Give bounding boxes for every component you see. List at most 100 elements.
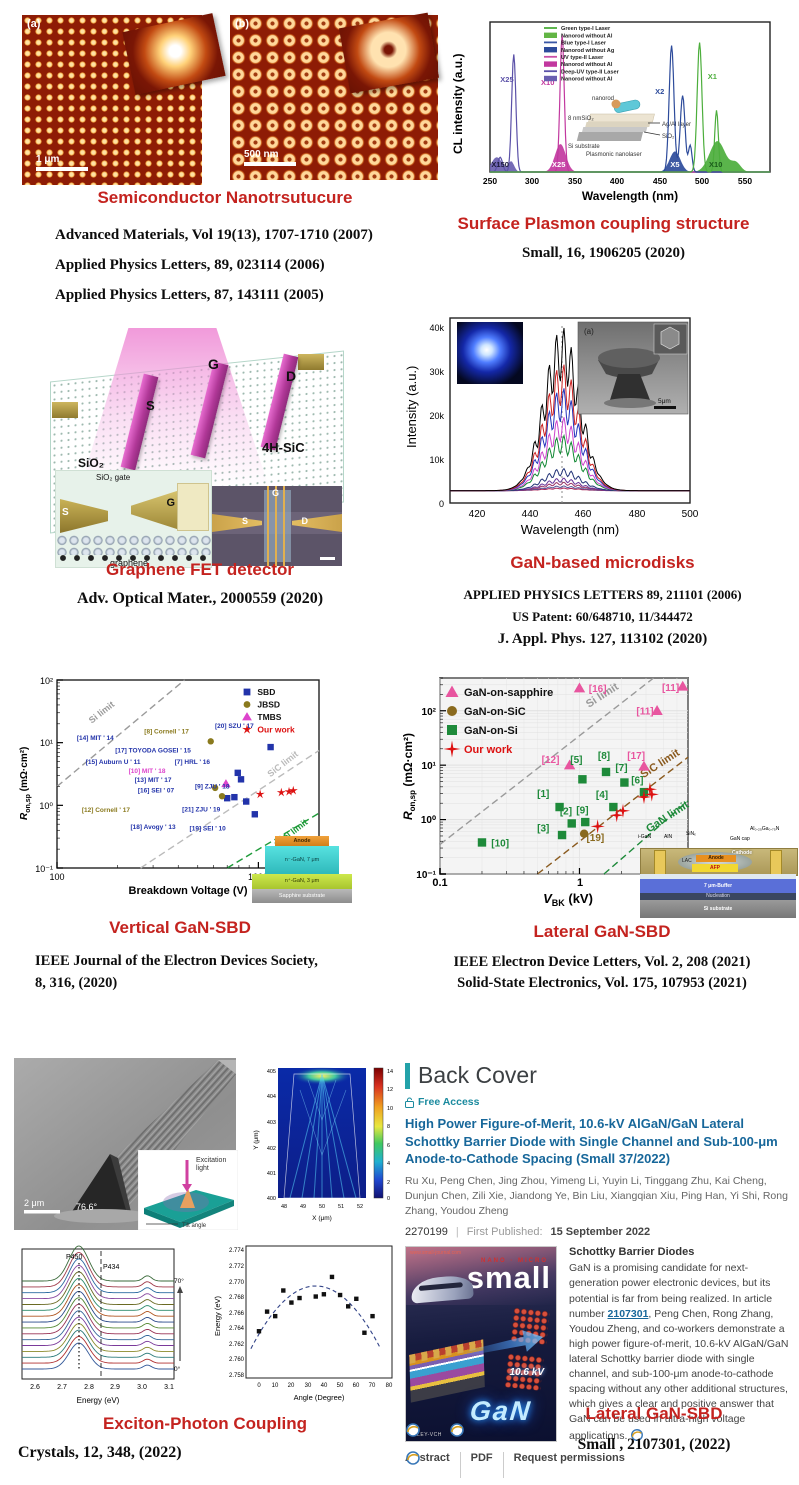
svg-text:[8] Cornell ' 17: [8] Cornell ' 17 bbox=[144, 729, 189, 736]
svg-text:[16] SEI ' 07: [16] SEI ' 07 bbox=[138, 788, 175, 795]
svg-text:[6]: [6] bbox=[631, 776, 643, 787]
svg-text:2.760: 2.760 bbox=[229, 1357, 245, 1363]
article-title[interactable]: High Power Figure-of-Merit, 10.6-kV AlGa… bbox=[405, 1116, 778, 1167]
channel-layer bbox=[640, 874, 796, 879]
sic-label: 4H-SiC bbox=[262, 440, 305, 455]
svg-text:Green type-I Laser: Green type-I Laser bbox=[561, 26, 611, 32]
article-meta: 2270199 | First Published: 15 September … bbox=[405, 1226, 799, 1238]
wiley-vch-logo: WILEY-VCH bbox=[410, 1432, 442, 1439]
x-axis-label: Angle (Degree) bbox=[294, 1393, 345, 1402]
citation-line: Applied Physics Letters, 87, 143111 (200… bbox=[55, 287, 324, 303]
gate-block bbox=[177, 483, 209, 531]
svg-text:350: 350 bbox=[568, 176, 582, 186]
atom-spheres bbox=[56, 535, 211, 555]
panel-title-lateral-sbd: Lateral GaN-SBD bbox=[533, 922, 671, 941]
article-authors: Ru Xu, Peng Chen, Jing Zhou, Yimeng Li, … bbox=[405, 1174, 788, 1218]
svg-text:Our work: Our work bbox=[464, 744, 513, 756]
svg-text:10²: 10² bbox=[422, 707, 437, 718]
exciton-citation: Crystals, 12, 348, (2022) bbox=[18, 1444, 182, 1461]
svg-text:80: 80 bbox=[386, 1383, 393, 1389]
svg-text:8 nmSiO₂: 8 nmSiO₂ bbox=[568, 116, 594, 122]
svg-text:[17]: [17] bbox=[627, 751, 645, 762]
svg-text:[7]: [7] bbox=[615, 763, 627, 774]
gate-oxide-label: SiO₂ gate bbox=[96, 473, 131, 482]
svg-text:[10] MIT ' 18: [10] MIT ' 18 bbox=[129, 768, 166, 775]
svg-text:1: 1 bbox=[577, 877, 583, 889]
teal-accent-bar bbox=[405, 1062, 410, 1089]
pdf-link[interactable]: PDF bbox=[470, 1451, 493, 1464]
svg-text:Excitation: Excitation bbox=[196, 1157, 226, 1164]
svg-text:GaN-on-sapphire: GaN-on-sapphire bbox=[464, 687, 553, 699]
svg-text:30k: 30k bbox=[429, 367, 444, 377]
svg-text:460: 460 bbox=[575, 509, 592, 520]
svg-text:10k: 10k bbox=[429, 455, 444, 465]
svg-text:2.762: 2.762 bbox=[229, 1342, 245, 1348]
nucleation-layer: Nucleation bbox=[640, 893, 796, 900]
svg-text:450: 450 bbox=[653, 176, 667, 186]
svg-text:X10: X10 bbox=[709, 160, 722, 169]
svg-text:(a): (a) bbox=[584, 327, 594, 336]
subfigure-b-label: (b) bbox=[235, 18, 250, 30]
p434-label: P434 bbox=[103, 1264, 119, 1271]
request-permissions-link[interactable]: Request permissions bbox=[513, 1451, 625, 1464]
micro-source-label: S bbox=[242, 516, 249, 526]
sio2-label: SiO₂ bbox=[78, 456, 105, 470]
citation-line: Applied Physics Letters, 89, 023114 (200… bbox=[55, 257, 325, 273]
svg-text:12: 12 bbox=[387, 1087, 393, 1093]
svg-text:Our work: Our work bbox=[257, 724, 295, 734]
contact-pad bbox=[298, 354, 324, 370]
svg-text:Blue type-I Laser: Blue type-I Laser bbox=[561, 41, 607, 47]
citation-line: J. Appl. Phys. 127, 113102 (2020) bbox=[497, 631, 708, 647]
svg-text:100: 100 bbox=[49, 872, 64, 882]
meta-divider: | bbox=[455, 1226, 459, 1239]
svg-text:TMBS: TMBS bbox=[257, 712, 281, 722]
lateral-sbd-citations: IEEE Electron Device Letters, Vol. 2, 20… bbox=[405, 952, 799, 994]
cover-nano-micro: NANO · MICRO bbox=[481, 1258, 548, 1265]
aln-label: AlN bbox=[664, 834, 673, 840]
gate-label: G bbox=[208, 356, 219, 372]
sinx-label: SiNₓ bbox=[686, 831, 696, 837]
svg-text:40: 40 bbox=[321, 1383, 328, 1389]
gancap-label: GaN cap bbox=[730, 836, 750, 842]
svg-text:51: 51 bbox=[338, 1204, 344, 1210]
graphene-citation: Adv. Optical Mater., 2000559 (2020) bbox=[76, 590, 324, 607]
svg-text:10⁰: 10⁰ bbox=[421, 815, 436, 826]
svg-text:10¹: 10¹ bbox=[422, 761, 437, 772]
backcover-header: Back Cover bbox=[405, 1062, 799, 1089]
article-number-link[interactable]: 2107301 bbox=[607, 1307, 649, 1320]
svg-text:[20] SZU ' 17: [20] SZU ' 17 bbox=[215, 723, 254, 730]
inset-body: Cathode Anode LAC AFP 7 μm-Buffer Nuclea… bbox=[640, 848, 798, 920]
svg-text:20k: 20k bbox=[429, 411, 444, 421]
svg-text:2.6: 2.6 bbox=[30, 1384, 40, 1391]
angle-min-label: 0° bbox=[174, 1365, 181, 1373]
first-published-date: 15 September 2022 bbox=[550, 1226, 651, 1239]
svg-text:UV type-II Laser: UV type-II Laser bbox=[561, 55, 604, 61]
svg-text:GaN-on-SiC: GaN-on-SiC bbox=[464, 706, 526, 718]
svg-text:400: 400 bbox=[610, 176, 624, 186]
svg-text:[5]: [5] bbox=[570, 755, 582, 766]
micro-drain-label: D bbox=[301, 516, 309, 526]
algan-label: Al₀.₂₅Ga₀.₇₅N bbox=[750, 826, 780, 832]
svg-text:60: 60 bbox=[353, 1383, 360, 1389]
svg-text:250: 250 bbox=[483, 176, 497, 186]
svg-text:X25: X25 bbox=[552, 160, 565, 169]
citation-line: IEEE Electron Device Letters, Vol. 2, 20… bbox=[453, 954, 751, 970]
small-journal-logo: small bbox=[466, 1260, 551, 1296]
x-axis-label: X (μm) bbox=[312, 1215, 332, 1222]
y-axis-label: Intensity (a.u.) bbox=[404, 366, 419, 448]
svg-text:Tilt angle: Tilt angle bbox=[182, 1223, 207, 1229]
svg-text:GaN-on-Si: GaN-on-Si bbox=[464, 725, 518, 737]
lateral-sbd-benchmark-chart: 10² 10¹ 10⁰ 10⁻¹ 0.1 1 VBK (kV) Ron,sp (… bbox=[401, 677, 691, 908]
lac-label: LAC bbox=[682, 858, 692, 864]
svg-text:[12]: [12] bbox=[542, 755, 560, 766]
svg-text:X2: X2 bbox=[655, 87, 664, 96]
svg-text:[1]: [1] bbox=[537, 789, 549, 800]
svg-text:40k: 40k bbox=[429, 323, 444, 333]
citation-line: US Patent: 60/648710, 11/344472 bbox=[512, 609, 693, 624]
inset-source-label: S bbox=[62, 507, 69, 518]
microdisk-spectra-chart: (a) 5μm 0 10k 20k 30k 40k 420 440 460 48… bbox=[404, 317, 699, 537]
svg-text:[18] Avogy ' 13: [18] Avogy ' 13 bbox=[131, 824, 177, 831]
svg-text:50: 50 bbox=[337, 1383, 344, 1389]
svg-text:Ag/Al layer: Ag/Al layer bbox=[662, 122, 691, 128]
